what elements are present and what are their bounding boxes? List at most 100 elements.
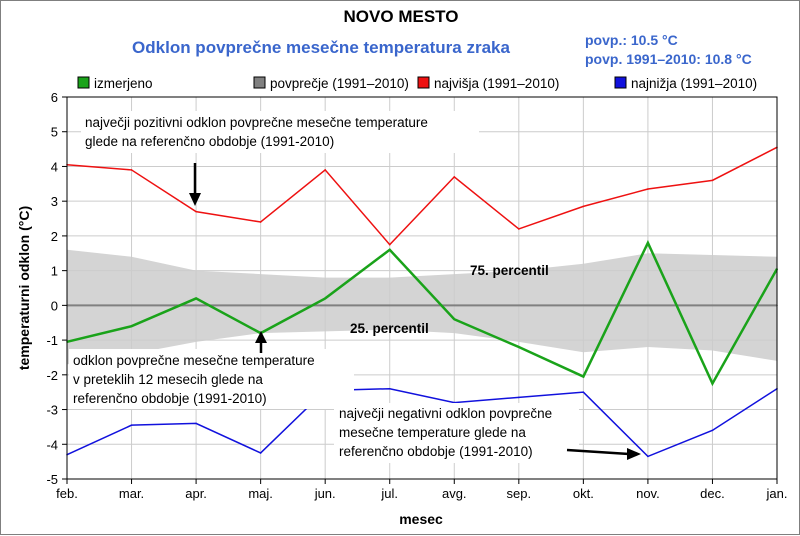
data-point-min	[388, 387, 391, 390]
y-tick-label: -3	[46, 403, 58, 418]
data-point-average	[130, 304, 133, 307]
data-point-max	[259, 221, 262, 223]
data-point-max	[324, 169, 326, 171]
y-tick-label: -4	[46, 437, 58, 452]
data-point-measured	[388, 249, 391, 251]
annotation-max-negative-line1: največji negativni odklon povprečne	[339, 406, 552, 421]
data-point-max	[388, 243, 391, 246]
arrow-to-measured	[255, 331, 267, 353]
arrow-to-min	[566, 448, 641, 460]
y-tick-label: 5	[51, 125, 58, 140]
data-point-max	[195, 210, 197, 213]
data-point-average	[324, 304, 326, 307]
data-point-average	[259, 304, 262, 307]
annotation-measured-line1: odklon povprečne mesečne temperature	[73, 353, 315, 368]
data-point-average	[647, 304, 649, 307]
data-point-min	[647, 455, 649, 458]
y-tick-label: 0	[51, 298, 58, 313]
annotation-max-negative-line2: mesečne temperature glede na	[339, 425, 526, 440]
x-tick-label: apr.	[185, 486, 207, 501]
legend-label-min: najnižja (1991–2010)	[631, 76, 757, 91]
data-point-measured	[324, 297, 326, 300]
arrow-to-max	[189, 163, 201, 206]
legend-swatch-measured	[77, 76, 90, 89]
x-tick-label: feb.	[56, 486, 78, 501]
y-tick-label: 6	[51, 90, 58, 105]
data-point-min	[130, 424, 133, 426]
series-line-max	[66, 146, 778, 246]
data-point-average	[388, 304, 391, 307]
legend-label-measured: izmerjeno	[94, 76, 153, 91]
percentile-25-label: 25. percentil	[350, 321, 429, 336]
data-point-measured	[582, 375, 585, 378]
annotation-max-negative-line3: referenčno obdobje (1991-2010)	[339, 444, 533, 459]
legend-label-average: povprečje (1991–2010)	[270, 76, 409, 91]
y-axis-label: temperaturni odklon (°C)	[16, 206, 32, 370]
info-average: povp.: 10.5 °C	[585, 32, 678, 48]
series-line-min	[66, 387, 778, 458]
x-tick-label: maj.	[248, 486, 273, 501]
series-line-measured	[66, 239, 779, 387]
legend-swatch-max	[417, 76, 430, 89]
y-tick-label: -2	[46, 368, 58, 383]
x-tick-label: mar.	[119, 486, 144, 501]
y-tick-label: 4	[51, 159, 58, 174]
data-point-measured	[518, 346, 520, 348]
data-point-measured	[195, 297, 197, 300]
legend-swatch-average	[253, 76, 266, 89]
percentile-band-layer	[67, 249, 777, 365]
x-tick-label: okt.	[573, 486, 594, 501]
plot-area-border	[66, 96, 778, 480]
annotation-max-positive-line1: največji pozitivni odklon povprečne mese…	[85, 115, 428, 130]
chart-subtitle: Odklon povprečne mesečne temperatura zra…	[132, 38, 510, 57]
data-point-min	[518, 396, 520, 399]
data-point-measured	[130, 325, 133, 328]
data-point-min	[582, 391, 585, 393]
data-point-measured	[453, 318, 456, 321]
data-point-min	[195, 422, 197, 425]
data-point-measured	[647, 242, 649, 244]
annotation-max-positive-line2: glede na referenčno obdobje (1991-2010)	[85, 134, 334, 149]
x-tick-label: jun.	[314, 486, 336, 501]
annotation-measured: odklon povprečne mesečne temperature v p…	[69, 349, 354, 409]
data-point-max	[518, 228, 520, 230]
data-point-max	[130, 169, 133, 171]
y-tick-label: 2	[51, 229, 58, 244]
percentile-band	[67, 249, 777, 365]
y-tick-label: -1	[46, 333, 58, 348]
annotation-max-positive: največji pozitivni odklon povprečne mese…	[81, 111, 479, 153]
percentile-75-label: 75. percentil	[470, 263, 549, 278]
annotation-measured-line3: referenčno obdobje (1991-2010)	[73, 391, 267, 406]
data-point-average	[711, 304, 714, 307]
data-point-average	[195, 304, 197, 307]
axes-layer: -5 -4 -3 -2 -1 0 1 2 3 4 5 6 feb. mar. apr. maj. jun. jul…	[46, 90, 787, 501]
y-tick-label: 1	[51, 264, 58, 279]
data-point-max	[582, 205, 585, 208]
x-tick-label: nov.	[636, 486, 660, 501]
x-tick-label: dec.	[700, 486, 725, 501]
x-tick-label: jan.	[766, 486, 788, 501]
info-reference-average: povp. 1991–2010: 10.8 °C	[585, 51, 752, 67]
x-tick-label: avg.	[442, 486, 467, 501]
data-point-average	[453, 304, 456, 307]
data-point-min	[259, 452, 262, 454]
series-layer	[66, 146, 779, 458]
data-point-min	[711, 429, 714, 432]
x-axis-label: mesec	[399, 511, 443, 527]
x-tick-label: sep.	[507, 486, 532, 501]
data-point-max	[453, 176, 456, 178]
legend-swatch-min	[614, 76, 627, 89]
chart-title: NOVO MESTO	[344, 7, 459, 26]
annotation-max-negative: največji negativni odklon povprečne mese…	[334, 403, 579, 463]
data-point-max	[647, 188, 649, 190]
y-tick-label: 3	[51, 194, 58, 209]
data-point-max	[711, 179, 714, 182]
x-tick-label: jul.	[380, 486, 398, 501]
data-point-measured	[711, 382, 714, 385]
legend-label-max: najvišja (1991–2010)	[434, 76, 559, 91]
legend: izmerjeno povprečje (1991–2010) najvišja…	[77, 76, 757, 91]
y-tick-label: -5	[46, 472, 58, 487]
annotation-measured-line2: v preteklih 12 mesecih glede na	[73, 372, 263, 387]
